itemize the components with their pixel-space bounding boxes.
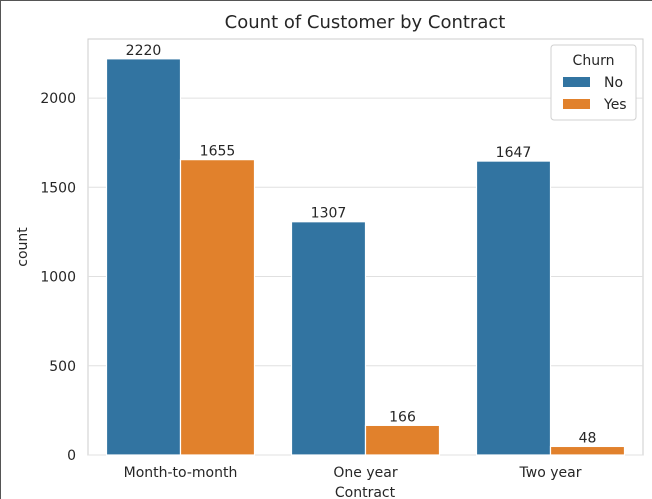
x-axis-label: Contract (335, 485, 396, 499)
bar-yes-month-to-month (179, 159, 256, 456)
data-label: 1655 (200, 144, 236, 160)
bar-yes-two-year (549, 445, 626, 456)
y-axis-ticks: 0 500 1000 1500 2000 (40, 91, 76, 464)
bar-yes-one-year (364, 424, 441, 456)
x-axis-ticks: Month-to-month One year Two year (124, 465, 582, 481)
legend-label-no: No (604, 75, 623, 91)
data-label: 1647 (496, 145, 532, 161)
legend: Churn No Yes (550, 44, 637, 121)
data-label: 1307 (311, 206, 347, 222)
legend-swatch-no (563, 77, 590, 87)
y-tick-label: 500 (49, 359, 76, 375)
bar-no-two-year (475, 160, 552, 456)
bar-no-one-year (290, 221, 367, 456)
legend-items: No Yes (563, 75, 627, 113)
data-labels: 2220 1655 1307 166 1647 48 (126, 43, 597, 447)
chart-title: Count of Customer by Contract (225, 12, 506, 33)
y-tick-label: 1500 (40, 180, 76, 196)
legend-title: Churn (573, 53, 615, 69)
x-tick-label: One year (333, 465, 397, 481)
data-label: 2220 (126, 43, 162, 59)
y-axis-label: count (15, 227, 31, 267)
y-tick-label: 1000 (40, 270, 76, 286)
data-label: 48 (579, 430, 597, 446)
y-tick-label: 2000 (40, 91, 76, 107)
x-tick-label: Month-to-month (124, 465, 238, 481)
legend-label-yes: Yes (603, 97, 627, 113)
legend-swatch-yes (563, 99, 590, 109)
x-tick-label: Two year (519, 465, 582, 481)
bars (105, 58, 626, 456)
y-tick-label: 0 (67, 448, 76, 464)
data-label: 166 (389, 409, 416, 425)
bar-no-month-to-month (105, 58, 182, 456)
